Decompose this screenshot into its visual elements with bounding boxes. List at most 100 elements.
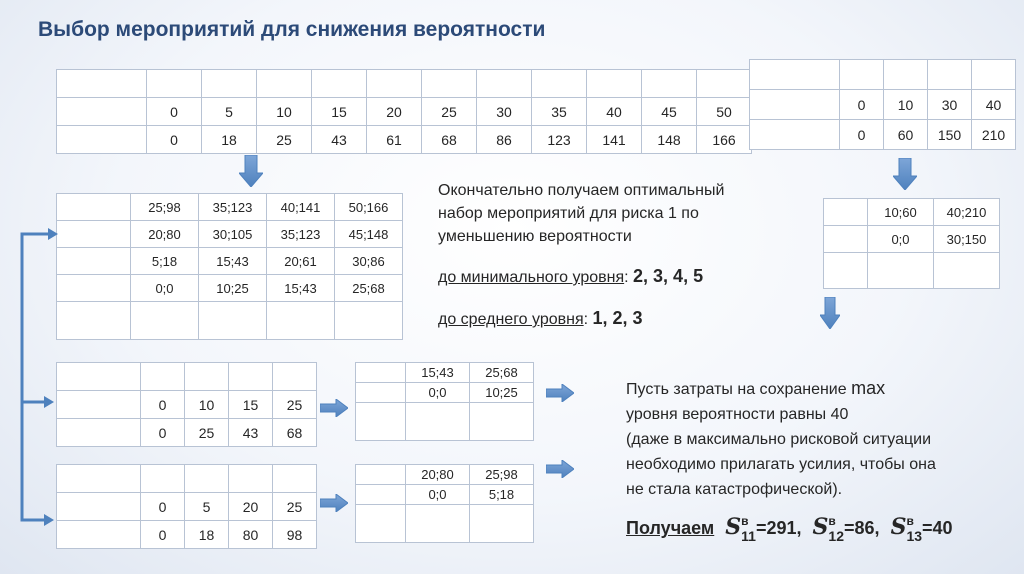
table-row: Затраты 0 60 150 210	[749, 119, 1016, 150]
table-cell: 5	[184, 492, 229, 521]
table-cell: 123	[531, 125, 587, 154]
right-arrow-icon	[546, 384, 574, 402]
corner-cell: (3,4) (1,2)	[56, 301, 131, 340]
down-arrow-icon	[239, 155, 263, 187]
table-cell: 1	[201, 69, 257, 98]
avg-level-label: до среднего уровня	[438, 311, 584, 328]
table-cell: 10	[184, 390, 229, 419]
table-row: Эффект 0 5 10 15 20 25 30 35 40 45 50	[56, 97, 752, 126]
table-cell: 40	[971, 89, 1016, 120]
avg-level-line: до среднего уровня: 1, 2, 3	[438, 308, 643, 329]
assumption-line-4: необходимо прилагать усилия, чтобы она	[626, 456, 936, 473]
table-row: Затраты 0 18 80 98	[56, 520, 317, 549]
table-cell: 2	[228, 464, 273, 493]
bracket-line	[20, 232, 48, 522]
min-level-line: до минимального уровня: 2, 3, 4, 5	[438, 266, 703, 287]
table-cell: 25	[272, 492, 317, 521]
col-header: 0	[867, 252, 934, 289]
right-arrow-icon	[320, 494, 348, 512]
table-cell: 68	[272, 418, 317, 447]
corner-cell: 2 1	[355, 402, 406, 441]
table-cell: 25;68	[469, 362, 534, 383]
table-cell: 25	[184, 418, 229, 447]
s12-value: =86,	[844, 518, 880, 538]
s-superscript: в	[828, 514, 836, 529]
table-cell: 30	[927, 89, 972, 120]
table-cell: 20	[228, 492, 273, 521]
table-cell: 68	[421, 125, 477, 154]
table-cell: 10;25	[198, 274, 267, 302]
table-cell: 86	[476, 125, 532, 154]
right-variants-table: Вариант 0 1 2 3 Эффект 0 10 30 40 Затрат…	[749, 59, 1016, 150]
table-cell: 7	[531, 69, 587, 98]
row-label: Затраты	[749, 119, 840, 150]
table-cell: 25	[421, 97, 477, 126]
table-cell: 0	[140, 492, 185, 521]
table-cell: 20;80	[405, 464, 470, 485]
row-header: 0	[56, 274, 131, 302]
row-header: 1	[56, 247, 131, 275]
table-cell: 25;98	[469, 464, 534, 485]
row-label: Затраты	[56, 418, 141, 447]
table-cell: 20;80	[130, 220, 199, 248]
table-cell: 0	[839, 59, 884, 90]
col-header: 1	[933, 252, 1000, 289]
table-row: Вариант 0 1 2 3	[56, 464, 317, 493]
right-arrow-icon	[320, 399, 348, 417]
table-cell: 3	[272, 464, 317, 493]
row-label: Затраты	[56, 125, 147, 154]
corner-top-label: (3,4)	[61, 303, 86, 317]
row-label: Эффект	[749, 89, 840, 120]
table-cell: 60	[883, 119, 928, 150]
table-cell: 3	[272, 362, 317, 391]
table-cell: 50	[696, 97, 752, 126]
table-cell: 4	[366, 69, 422, 98]
table-cell: 43	[311, 125, 367, 154]
table-cell: 2	[927, 59, 972, 90]
avg-level-sep: :	[583, 311, 593, 328]
table-row: 0 0;0 5;18	[355, 484, 534, 505]
table-cell: 9	[641, 69, 697, 98]
row-header: 2	[56, 220, 131, 248]
table-row: 0 0;0 10;25 15;43 25;68	[56, 274, 403, 302]
conclusion-line-3: уменьшению вероятности	[438, 228, 632, 245]
table-cell: 25	[256, 125, 312, 154]
col-header: 1	[469, 504, 534, 543]
assumption-text: Пусть затраты на сохранение	[626, 381, 852, 398]
table-cell: 15;43	[405, 362, 470, 383]
s-superscript: в	[741, 514, 749, 529]
table-cell: 40	[586, 97, 642, 126]
table-row: 2 1 0 1	[355, 402, 534, 441]
table-row: Вариант 0 1 2 3	[749, 59, 1016, 90]
table-cell: 10	[696, 69, 752, 98]
table-cell: 5	[421, 69, 477, 98]
corner-bottom-label: 1	[394, 425, 401, 439]
row-label: Затраты	[56, 520, 141, 549]
page-title: Выбор мероприятий для снижения вероятнос…	[38, 18, 546, 41]
table-cell: 1	[184, 464, 229, 493]
s-subscript: 11	[741, 528, 756, 545]
table-cell: 0;0	[405, 484, 470, 505]
min-level-sep: :	[624, 269, 634, 286]
table-cell: 18	[201, 125, 257, 154]
table-cell: 0;0	[867, 225, 934, 253]
table-row: Эффект 0 10 15 25	[56, 390, 317, 419]
table-cell: 6	[476, 69, 532, 98]
col-header: 2	[266, 301, 335, 340]
table-cell: 0	[839, 89, 884, 120]
right-combination-table: 1 10;60 40;210 0 0;0 30;150 6 5 0 1	[823, 198, 1000, 289]
combination-table-1: 1 20;80 25;98 0 0;0 5;18 4 3 0 1	[355, 464, 534, 543]
conclusion-line-2: набор мероприятий для риска 1 по	[438, 205, 699, 222]
result-label: Получаем	[626, 518, 715, 538]
table-cell: 0	[140, 464, 185, 493]
combination-table-34-12: 3 25;98 35;123 40;141 50;166 2 20;80 30;…	[56, 193, 403, 340]
table-cell: 40;210	[933, 198, 1000, 226]
s-letter: S	[890, 514, 907, 540]
table-row: 0 0;0 30;150	[823, 225, 1000, 253]
table-cell: 15;43	[198, 247, 267, 275]
variants-table-1: Вариант 0 1 2 3 Эффект 0 5 20 25 Затраты…	[56, 464, 317, 549]
col-header: 0	[405, 402, 470, 441]
row-label: Вариант	[749, 59, 840, 90]
bracket-arrowhead	[44, 396, 54, 408]
table-cell: 80	[228, 520, 273, 549]
